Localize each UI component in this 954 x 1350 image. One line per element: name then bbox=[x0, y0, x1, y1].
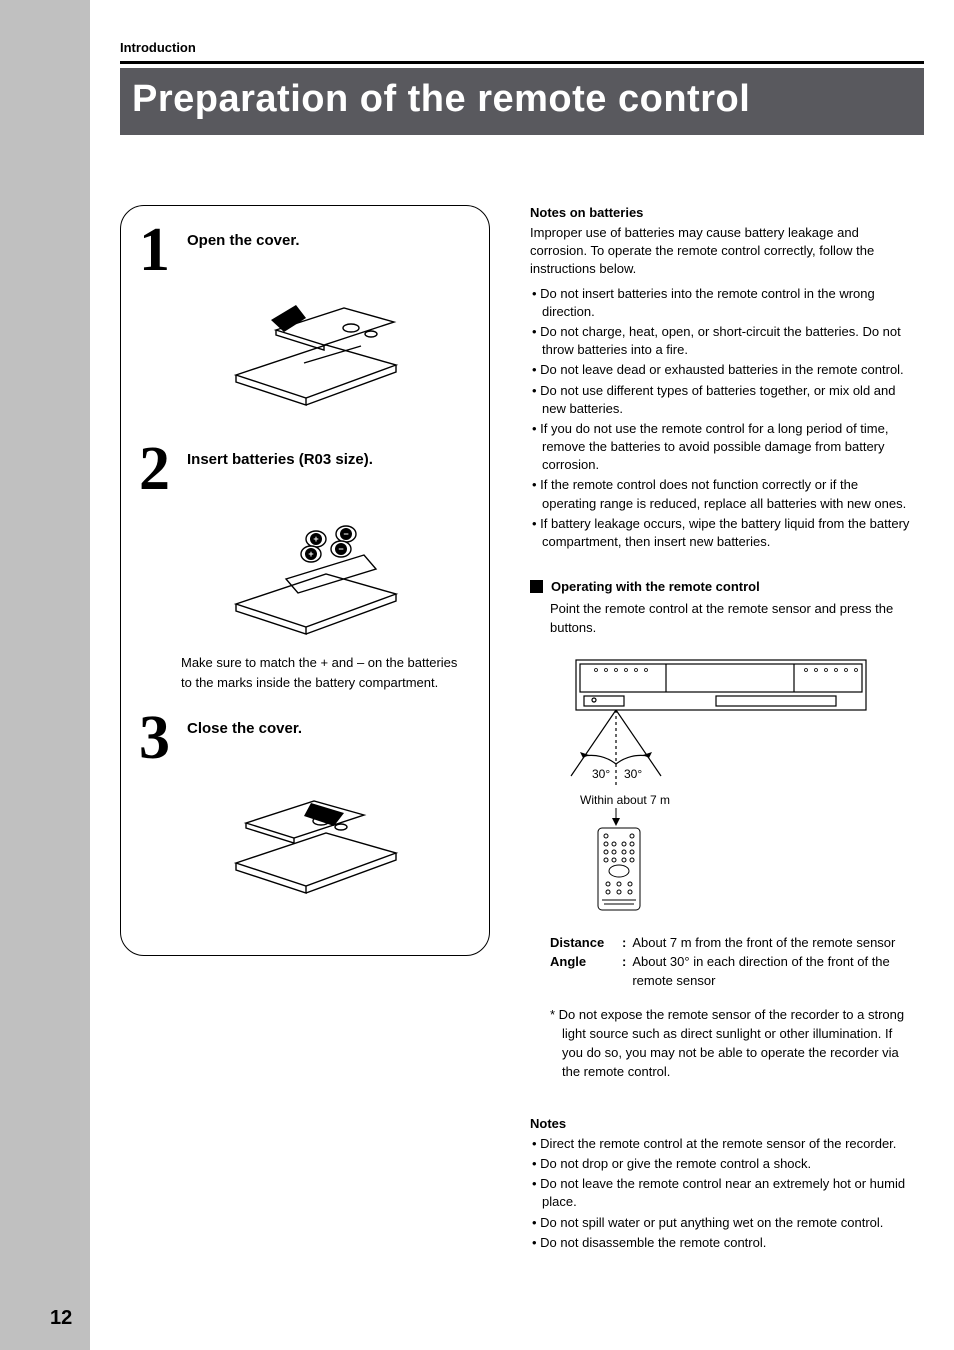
spec-distance: Distance : About 7 m from the front of t… bbox=[550, 934, 914, 953]
insert-batteries-diagram: + − + − bbox=[181, 506, 461, 641]
page-title: Preparation of the remote control bbox=[120, 68, 924, 135]
spec-value: About 30° in each direction of the front… bbox=[632, 953, 914, 991]
page-number: 12 bbox=[50, 1307, 72, 1330]
list-item: Do not disassemble the remote control. bbox=[530, 1234, 914, 1252]
list-item: Do not leave the remote control near an … bbox=[530, 1175, 914, 1211]
list-item: If you do not use the remote control for… bbox=[530, 420, 914, 475]
svg-text:+: + bbox=[308, 549, 313, 559]
close-cover-diagram bbox=[181, 776, 461, 911]
list-item: Do not drop or give the remote control a… bbox=[530, 1155, 914, 1173]
svg-text:−: − bbox=[338, 544, 343, 554]
step-number: 3 bbox=[139, 714, 175, 764]
general-notes-heading: Notes bbox=[530, 1116, 914, 1131]
step-number: 2 bbox=[139, 445, 175, 495]
spec-label: Distance bbox=[550, 934, 622, 953]
svg-text:−: − bbox=[343, 529, 348, 539]
open-cover-diagram bbox=[181, 288, 461, 423]
colon: : bbox=[622, 953, 626, 991]
step-title: Open the cover. bbox=[187, 232, 300, 249]
list-item: If the remote control does not function … bbox=[530, 476, 914, 512]
spec-value: About 7 m from the front of the remote s… bbox=[632, 934, 914, 953]
step-3: 3 Close the cover. bbox=[139, 714, 461, 911]
list-item: Do not use different types of batteries … bbox=[530, 382, 914, 418]
battery-notes-heading: Notes on batteries bbox=[530, 205, 914, 220]
steps-panel: 1 Open the cover. bbox=[120, 205, 490, 956]
list-item: Do not insert batteries into the remote … bbox=[530, 285, 914, 321]
step-number: 1 bbox=[139, 226, 175, 276]
list-item: Do not leave dead or exhausted batteries… bbox=[530, 361, 914, 379]
spec-angle: Angle : About 30° in each direction of t… bbox=[550, 953, 914, 991]
battery-notes-list: Do not insert batteries into the remote … bbox=[530, 285, 914, 552]
colon: : bbox=[622, 934, 626, 953]
step-2: 2 Insert batteries (R03 size). bbox=[139, 445, 461, 693]
section-label: Introduction bbox=[120, 0, 924, 64]
step-note: Make sure to match the + and – on the ba… bbox=[181, 653, 461, 692]
step-title: Close the cover. bbox=[187, 720, 302, 737]
angle-left-label: 30° bbox=[592, 767, 610, 781]
general-notes-list: Direct the remote control at the remote … bbox=[530, 1135, 914, 1252]
angle-right-label: 30° bbox=[624, 767, 642, 781]
list-item: If battery leakage occurs, wipe the batt… bbox=[530, 515, 914, 551]
list-item: Direct the remote control at the remote … bbox=[530, 1135, 914, 1153]
spec-label: Angle bbox=[550, 953, 622, 991]
asterisk-note: * Do not expose the remote sensor of the… bbox=[550, 1006, 914, 1081]
step-title: Insert batteries (R03 size). bbox=[187, 451, 373, 468]
svg-text:+: + bbox=[313, 534, 318, 544]
square-bullet-icon bbox=[530, 580, 543, 593]
operating-subsection-header: Operating with the remote control bbox=[530, 579, 914, 594]
range-label: Within about 7 m bbox=[580, 793, 670, 807]
operating-body: Point the remote control at the remote s… bbox=[550, 600, 914, 638]
remote-range-diagram: 30° 30° Within about 7 m bbox=[566, 656, 914, 916]
battery-notes-intro: Improper use of batteries may cause batt… bbox=[530, 224, 914, 279]
step-1: 1 Open the cover. bbox=[139, 226, 461, 423]
operating-title: Operating with the remote control bbox=[551, 579, 760, 594]
list-item: Do not charge, heat, open, or short-circ… bbox=[530, 323, 914, 359]
list-item: Do not spill water or put anything wet o… bbox=[530, 1214, 914, 1232]
